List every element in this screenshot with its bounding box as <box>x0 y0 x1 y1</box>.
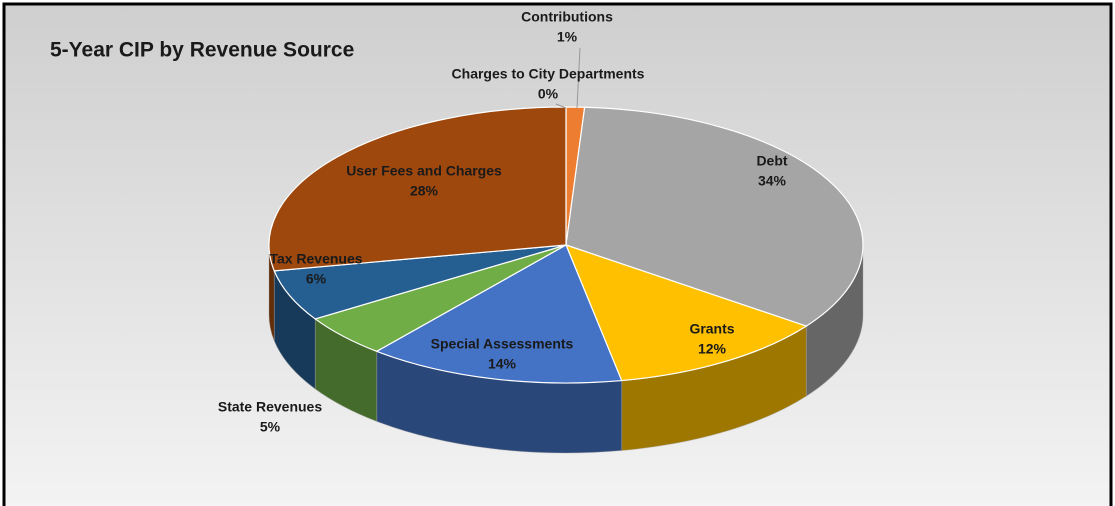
slice <box>375 244 623 384</box>
pie <box>268 106 864 454</box>
category-label: User Fees and Charges <box>346 163 502 179</box>
value-label: 1% <box>557 29 578 45</box>
category-label: Tax Revenues <box>269 251 362 267</box>
slice <box>565 106 864 327</box>
labels: Charges to City Departments 0% Contributio… <box>218 9 788 435</box>
category-label: Debt <box>756 153 787 169</box>
category-label: Contributions <box>521 9 613 25</box>
category-label: State Revenues <box>218 399 322 415</box>
value-label: 34% <box>758 173 787 189</box>
value-label: 5% <box>260 419 281 435</box>
leader-line <box>576 47 581 109</box>
value-label: 12% <box>698 341 727 357</box>
value-label: 6% <box>306 271 327 287</box>
chart-title: 5-Year CIP by Revenue Source <box>50 39 354 62</box>
category-label: Charges to City Departments <box>452 66 645 82</box>
value-label: 0% <box>538 86 559 102</box>
category-label: Grants <box>689 321 734 337</box>
slice <box>564 244 808 382</box>
slice <box>268 106 567 272</box>
value-label: 28% <box>410 183 439 199</box>
category-label: Special Assessments <box>431 336 574 352</box>
value-label: 14% <box>488 356 517 372</box>
leader-line <box>555 103 567 109</box>
